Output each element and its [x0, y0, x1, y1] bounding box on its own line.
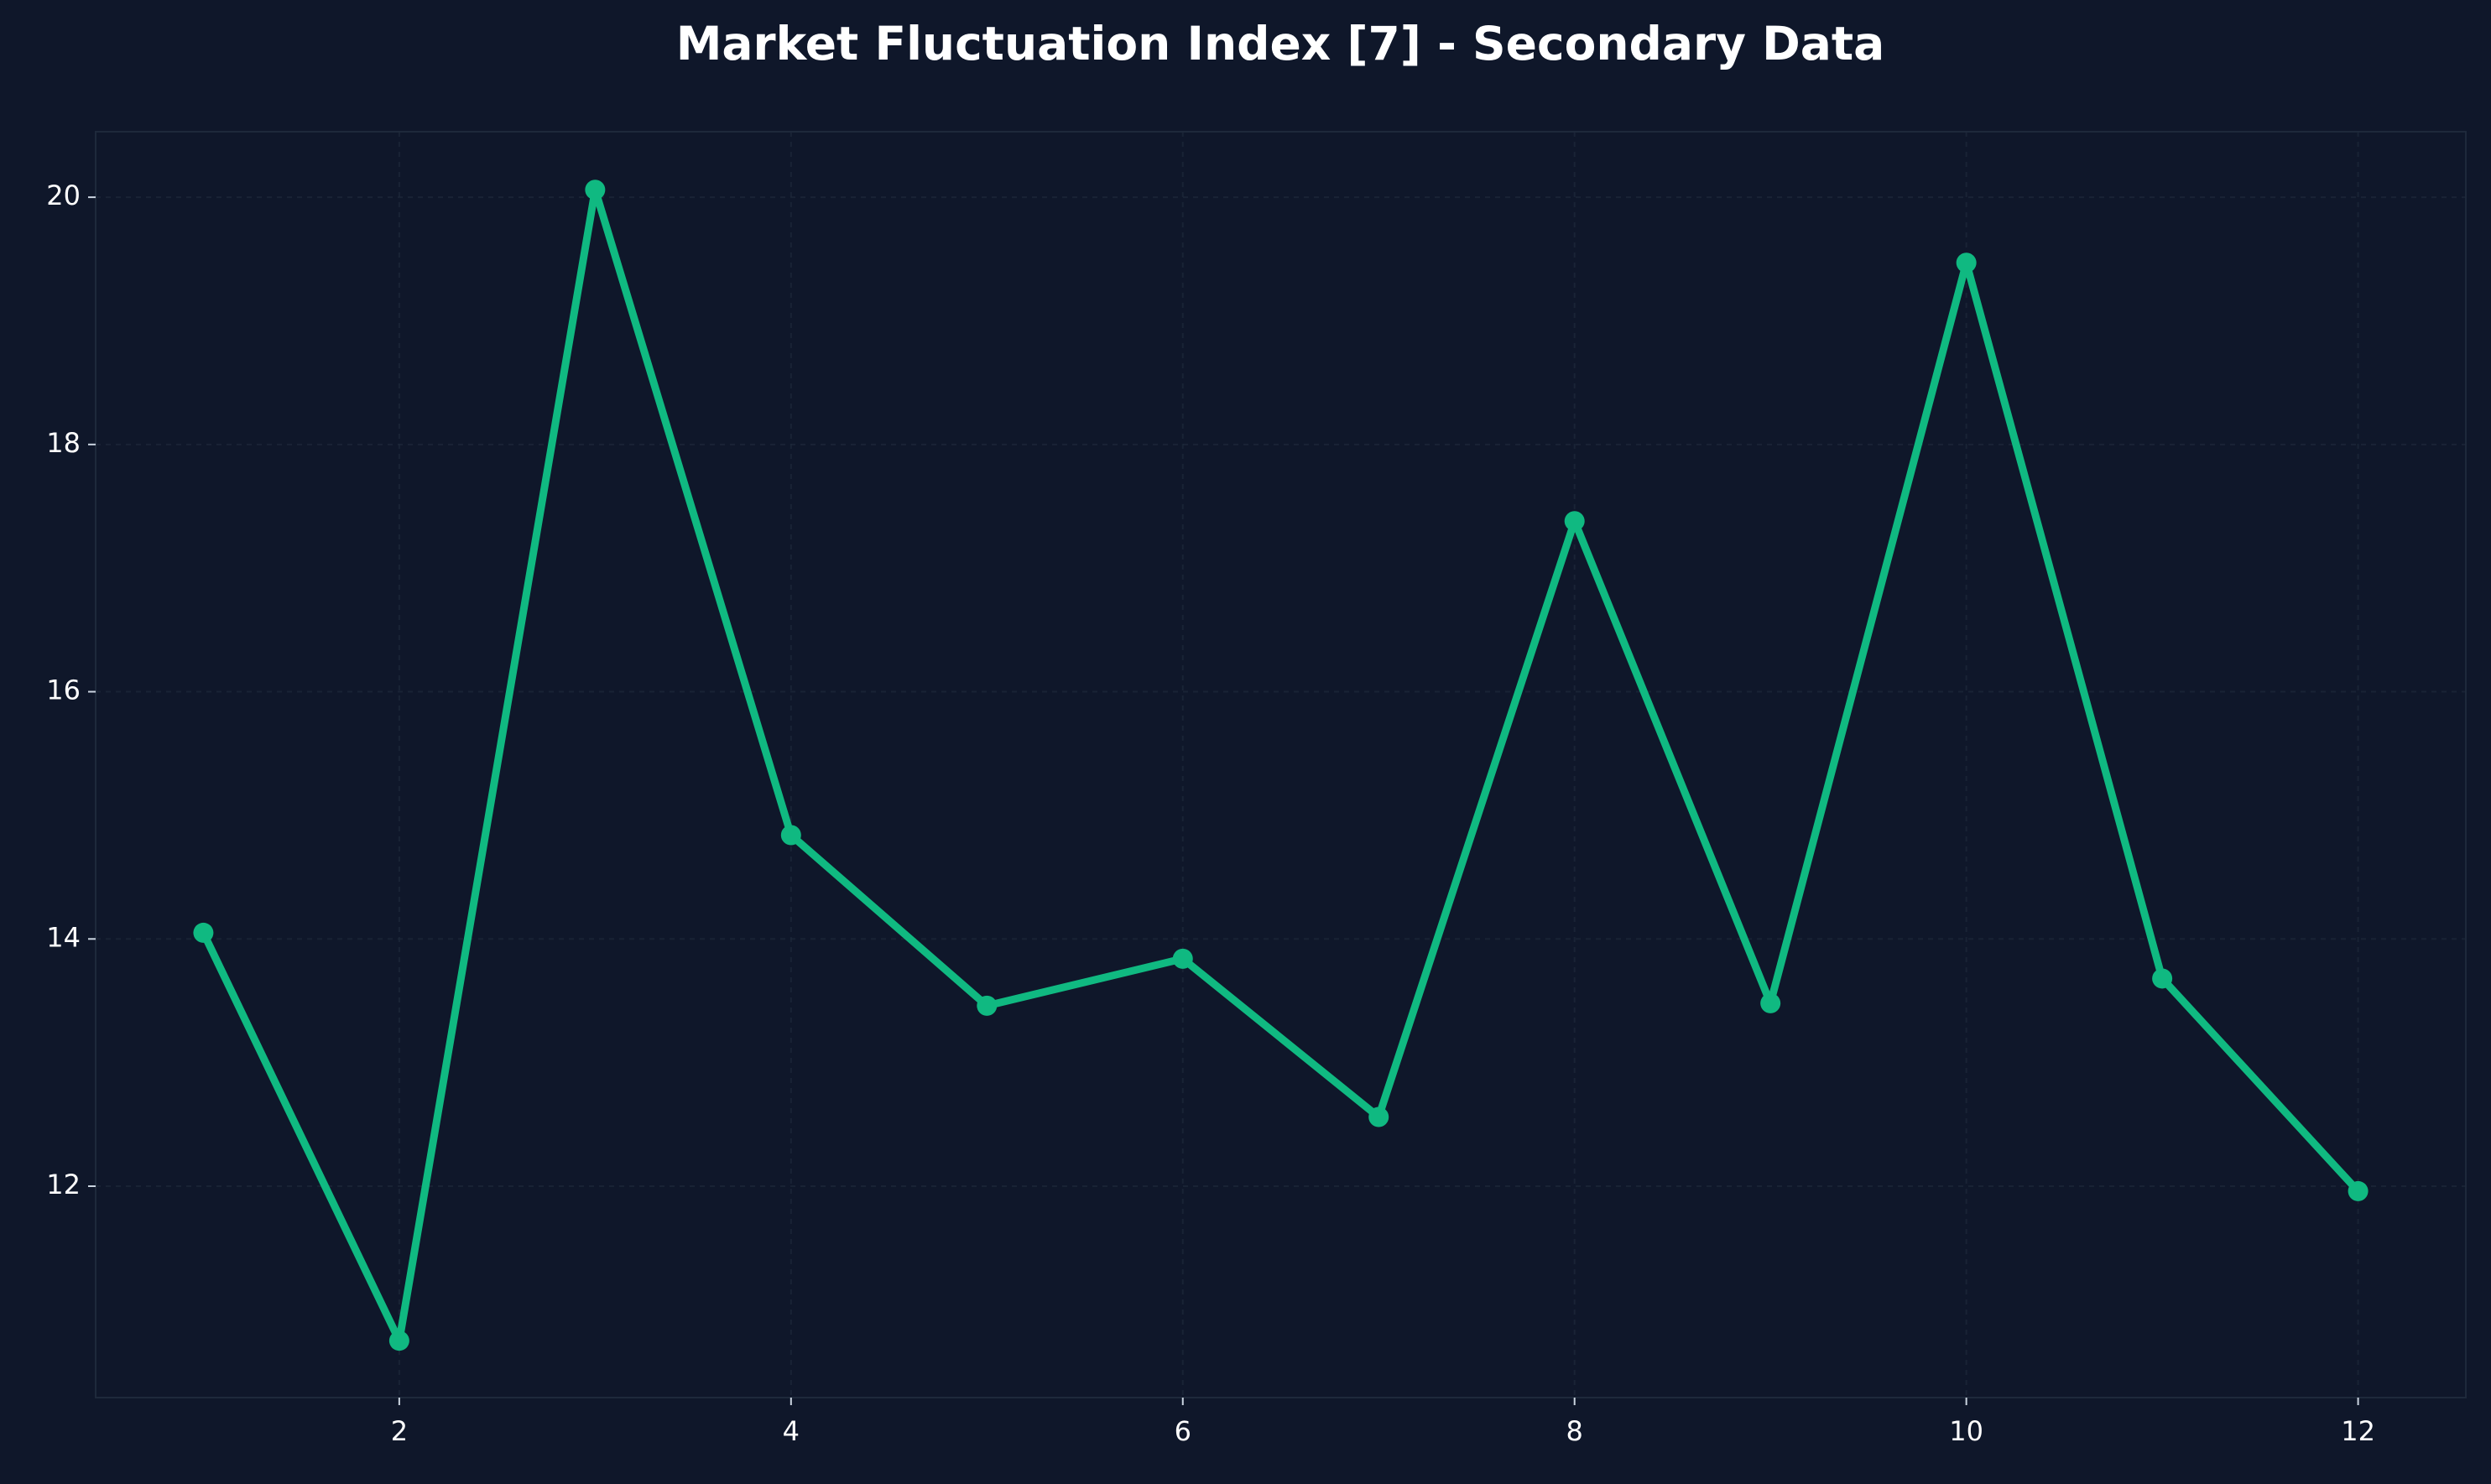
- plot-frame: [95, 131, 2467, 1398]
- x-tick-label: 12: [2341, 1415, 2375, 1447]
- y-tick-label: 16: [46, 674, 81, 706]
- point: [977, 995, 998, 1016]
- point: [2152, 968, 2173, 989]
- y-tick-label: 18: [46, 427, 81, 459]
- y-tick-label: 20: [46, 180, 81, 211]
- line: [200, 185, 2361, 1345]
- point: [585, 180, 606, 200]
- point: [1368, 1106, 1389, 1127]
- x-tick-label: 2: [391, 1415, 408, 1447]
- point: [388, 1330, 409, 1351]
- y-tick-label: 14: [46, 921, 81, 953]
- chart-title: Market Fluctuation Index [7] - Secondary…: [676, 17, 1885, 70]
- point: [780, 825, 801, 846]
- x-tick-label: 4: [783, 1415, 800, 1447]
- x-tick-label: 8: [1566, 1415, 1583, 1447]
- point: [1172, 948, 1193, 969]
- point: [193, 922, 214, 943]
- y-tick-label: 12: [46, 1169, 81, 1200]
- point: [1564, 511, 1585, 532]
- point: [1956, 253, 1977, 273]
- x-tick-label: 10: [1949, 1415, 1983, 1447]
- x-tick-label: 6: [1175, 1415, 1191, 1447]
- point: [2348, 1180, 2369, 1201]
- point: [1760, 992, 1781, 1013]
